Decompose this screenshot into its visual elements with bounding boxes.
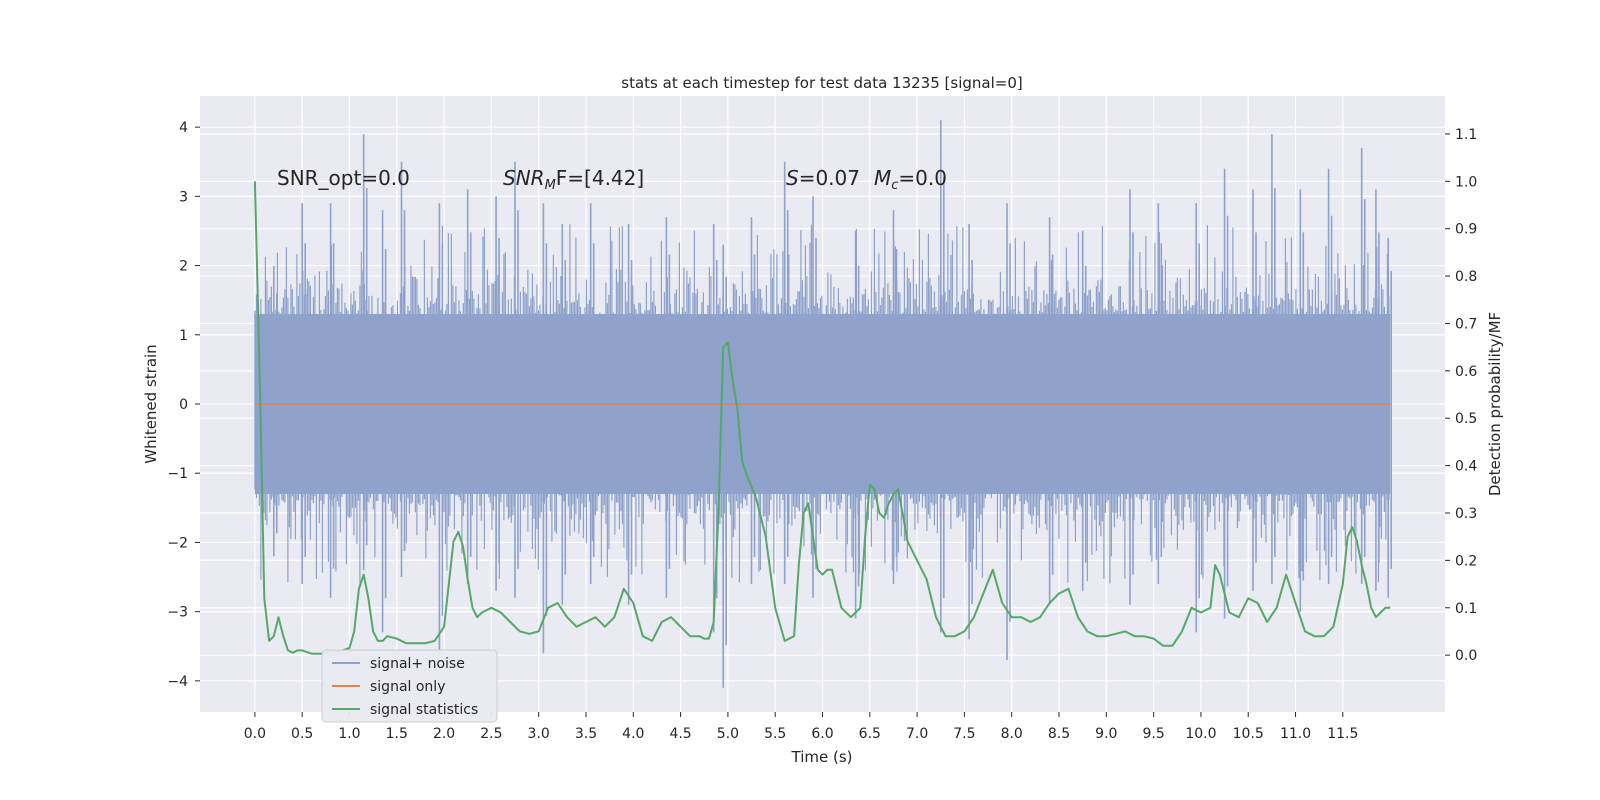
x-tick-label: 5.5 (764, 726, 786, 742)
y2-tick-label: 1.1 (1455, 127, 1477, 143)
signal-statistics-line (253, 181, 1391, 655)
annotation-mc-sym: M (874, 166, 891, 190)
chart-title: stats at each timestep for test data 132… (621, 74, 1022, 92)
noise-peaks (273, 120, 1392, 688)
y-tick-label: −1 (167, 466, 188, 482)
y2-tick-label: 0.2 (1455, 553, 1477, 569)
x-tick-label: 7.5 (953, 726, 975, 742)
y2-tick-label: 0.0 (1455, 648, 1477, 664)
x-tick-label: 9.5 (1142, 726, 1164, 742)
y-axis-label: Whitened strain (142, 344, 160, 463)
x-tick-label: 8.0 (1001, 726, 1023, 742)
x-tick-label: 10.5 (1233, 726, 1264, 742)
x-tick-label: 8.5 (1048, 726, 1070, 742)
annotation-snr-opt: SNR_opt=0.0 (277, 166, 410, 190)
x-tick-label: 2.5 (480, 726, 502, 742)
legend-label-signal-statistics: signal statistics (370, 702, 478, 718)
x-tick-label: 4.0 (622, 726, 644, 742)
x-ticks: 0.0 0.5 1.0 1.5 2.0 2.5 3.0 3.5 4.0 4.5 5.0 5.5 6.0 6… (244, 712, 1358, 742)
annotation-mc-sub: c (891, 178, 898, 193)
x-tick-label: 10.0 (1185, 726, 1216, 742)
legend-box (321, 649, 498, 723)
y-tick-label: 3 (179, 189, 188, 205)
y-tick-label: 1 (179, 328, 188, 344)
y-tick-label: −4 (167, 674, 188, 690)
y-tick-label: −2 (167, 535, 188, 551)
x-tick-label: 6.0 (811, 726, 833, 742)
legend-label-signal-noise: signal+ noise (370, 656, 465, 672)
noise-trace (254, 224, 1390, 584)
annotation-mc-val: =0.0 (898, 166, 947, 190)
x-tick-label: 11.0 (1280, 726, 1311, 742)
x-tick-label: 7.0 (906, 726, 928, 742)
x-tick-label: 4.5 (669, 726, 691, 742)
annotation-snr-mf-rest: F=[4.42] (556, 166, 644, 190)
x-tick-label: 3.5 (575, 726, 597, 742)
y-tick-label: 2 (179, 259, 188, 275)
x-tick-label: 0.0 (244, 726, 266, 742)
x-tick-label: 1.5 (386, 726, 408, 742)
y2-tick-label: 0.3 (1455, 506, 1477, 522)
legend: signal+ noise signal only signal statist… (321, 649, 498, 723)
y2-tick-label: 1.0 (1455, 174, 1477, 190)
annotation-snr-mf-sub: M (545, 178, 556, 193)
series-lines (253, 181, 1391, 655)
y-tick-label: 0 (179, 397, 188, 413)
y-tick-label: −3 (167, 605, 188, 621)
x-axis-label: Time (s) (791, 748, 853, 766)
y2-tick-label: 0.1 (1455, 601, 1477, 617)
annotation-s-val: =0.07 (799, 166, 860, 190)
annotation-s-mc: S=0.07 Mc=0.0 (786, 166, 947, 193)
annotation-snr-mf: SNRMF=[4.42] (503, 166, 644, 193)
y-ticks: −4 −3 −2 −1 0 1 2 3 4 (167, 120, 200, 690)
x-tick-label: 2.0 (433, 726, 455, 742)
x-tick-label: 11.5 (1327, 726, 1358, 742)
x-tick-label: 3.0 (528, 726, 550, 742)
y2-ticks: 0.0 0.1 0.2 0.3 0.4 0.5 0.6 0.7 0.8 0.9 1.0 1.1 (1445, 127, 1477, 664)
legend-label-signal-only: signal only (370, 679, 445, 695)
y2-tick-label: 0.4 (1455, 459, 1477, 475)
x-tick-label: 9.0 (1095, 726, 1117, 742)
y2-tick-label: 0.9 (1455, 222, 1477, 238)
x-tick-label: 5.0 (717, 726, 739, 742)
annotation-snr-mf-base: SNR (503, 166, 545, 190)
annotation-s-sym: S (786, 166, 799, 190)
y2-tick-label: 0.8 (1455, 269, 1477, 285)
y2-axis-label: Detection probability/MF (1486, 312, 1504, 496)
y2-tick-label: 0.5 (1455, 411, 1477, 427)
y-tick-label: 4 (179, 120, 188, 136)
x-tick-label: 1.0 (338, 726, 360, 742)
x-tick-label: 0.5 (291, 726, 313, 742)
x-tick-label: 6.5 (859, 726, 881, 742)
y2-tick-label: 0.7 (1455, 316, 1477, 332)
y2-tick-label: 0.6 (1455, 364, 1477, 380)
